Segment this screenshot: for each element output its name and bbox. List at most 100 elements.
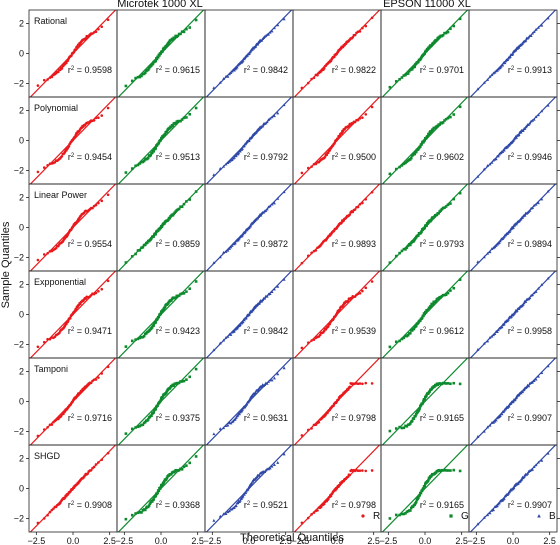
r2-superscript: 2 [423, 240, 427, 246]
data-point [138, 162, 142, 165]
data-point [491, 246, 495, 250]
data-point [409, 243, 412, 247]
y-tick-label: 2 [19, 367, 24, 377]
qq-panel-1-3: r2 = 0.9842 [204, 9, 294, 98]
data-point [161, 49, 164, 53]
panel-plot-area [117, 358, 205, 445]
qq-panel-4-5: r2 = 0.9612 [380, 270, 470, 359]
data-point [409, 331, 412, 335]
data-point [314, 423, 318, 427]
r2-label: r2 = 0.9521 [244, 500, 288, 510]
data-point [435, 38, 439, 42]
data-point [48, 423, 52, 427]
data-point [92, 119, 96, 122]
data-point [452, 113, 456, 116]
data-point [97, 376, 100, 379]
data-point [413, 65, 417, 69]
data-point [405, 425, 409, 428]
qq-panel-3-5: r2 = 0.9793 [380, 183, 470, 272]
data-point [433, 215, 436, 218]
data-point [406, 244, 410, 248]
data-point [497, 241, 501, 244]
data-point [404, 248, 407, 251]
data-point [241, 320, 245, 324]
qq-panel-6-2: r2 = 0.9368 −2.5 0.0 2.5 [115, 444, 206, 545]
data-point [306, 516, 310, 520]
r2-value: = 0.9798 [338, 500, 376, 510]
data-point [263, 470, 267, 473]
data-point [490, 247, 494, 251]
data-point [532, 203, 536, 207]
data-point [154, 147, 157, 150]
data-point [314, 162, 318, 166]
r2-value: = 0.9554 [74, 239, 112, 249]
r2-superscript: 2 [159, 414, 163, 420]
data-point [316, 509, 319, 512]
data-point [268, 378, 272, 382]
data-point [400, 249, 404, 253]
r2-value: = 0.9454 [74, 152, 112, 162]
data-point [267, 32, 271, 36]
data-point [402, 247, 406, 251]
r2-label: r2 = 0.9539 [332, 326, 376, 336]
data-point [476, 435, 480, 438]
data-point [431, 128, 435, 131]
data-point [134, 512, 137, 515]
data-point [97, 461, 100, 464]
y-tick-label: 0 [19, 397, 24, 407]
data-point [400, 164, 404, 167]
data-point [92, 292, 96, 296]
data-point [497, 501, 501, 505]
data-point [449, 469, 452, 472]
data-point [46, 78, 49, 81]
data-point [398, 425, 401, 429]
data-point [443, 31, 446, 35]
panel-plot-area [381, 184, 469, 271]
data-point [143, 508, 147, 512]
data-point [188, 26, 192, 29]
data-point [312, 338, 316, 341]
data-point [212, 518, 216, 522]
data-point [72, 51, 76, 54]
data-point [361, 201, 364, 205]
data-point [146, 156, 150, 160]
data-point [482, 255, 486, 259]
data-point [159, 399, 162, 402]
data-point [523, 126, 527, 130]
r2-label: r2 = 0.9907 [508, 413, 552, 423]
data-point [179, 205, 182, 208]
data-point [276, 461, 280, 464]
data-point [177, 381, 181, 385]
data-point [353, 120, 357, 124]
r2-superscript: 2 [511, 240, 515, 246]
r2-label: r2 = 0.9946 [508, 152, 552, 162]
data-point [491, 158, 495, 162]
r2-label: r2 = 0.9612 [420, 326, 464, 336]
data-point [138, 336, 142, 340]
data-point [177, 294, 181, 297]
data-point [488, 423, 492, 427]
data-point [84, 36, 88, 40]
r2-superscript: 2 [511, 501, 515, 507]
data-point [402, 162, 406, 166]
data-point [526, 471, 530, 475]
data-point [312, 162, 316, 166]
panel-plot-area [29, 10, 117, 97]
data-point [420, 316, 424, 320]
panel-plot-area [205, 97, 293, 184]
data-point [180, 118, 184, 121]
x-tick-label: 2.5 [367, 536, 380, 545]
panel-plot-area [293, 97, 381, 184]
x-tick-label: −2.5 [203, 536, 221, 545]
data-point [511, 225, 515, 229]
data-point [94, 463, 98, 466]
data-point [317, 420, 321, 424]
data-point [414, 324, 418, 328]
data-point [444, 205, 448, 208]
data-point [134, 338, 137, 341]
data-point [241, 58, 245, 62]
panel-plot-area [381, 10, 469, 97]
data-point [420, 489, 424, 492]
r2-value: = 0.9822 [338, 65, 376, 75]
data-point [169, 299, 173, 302]
